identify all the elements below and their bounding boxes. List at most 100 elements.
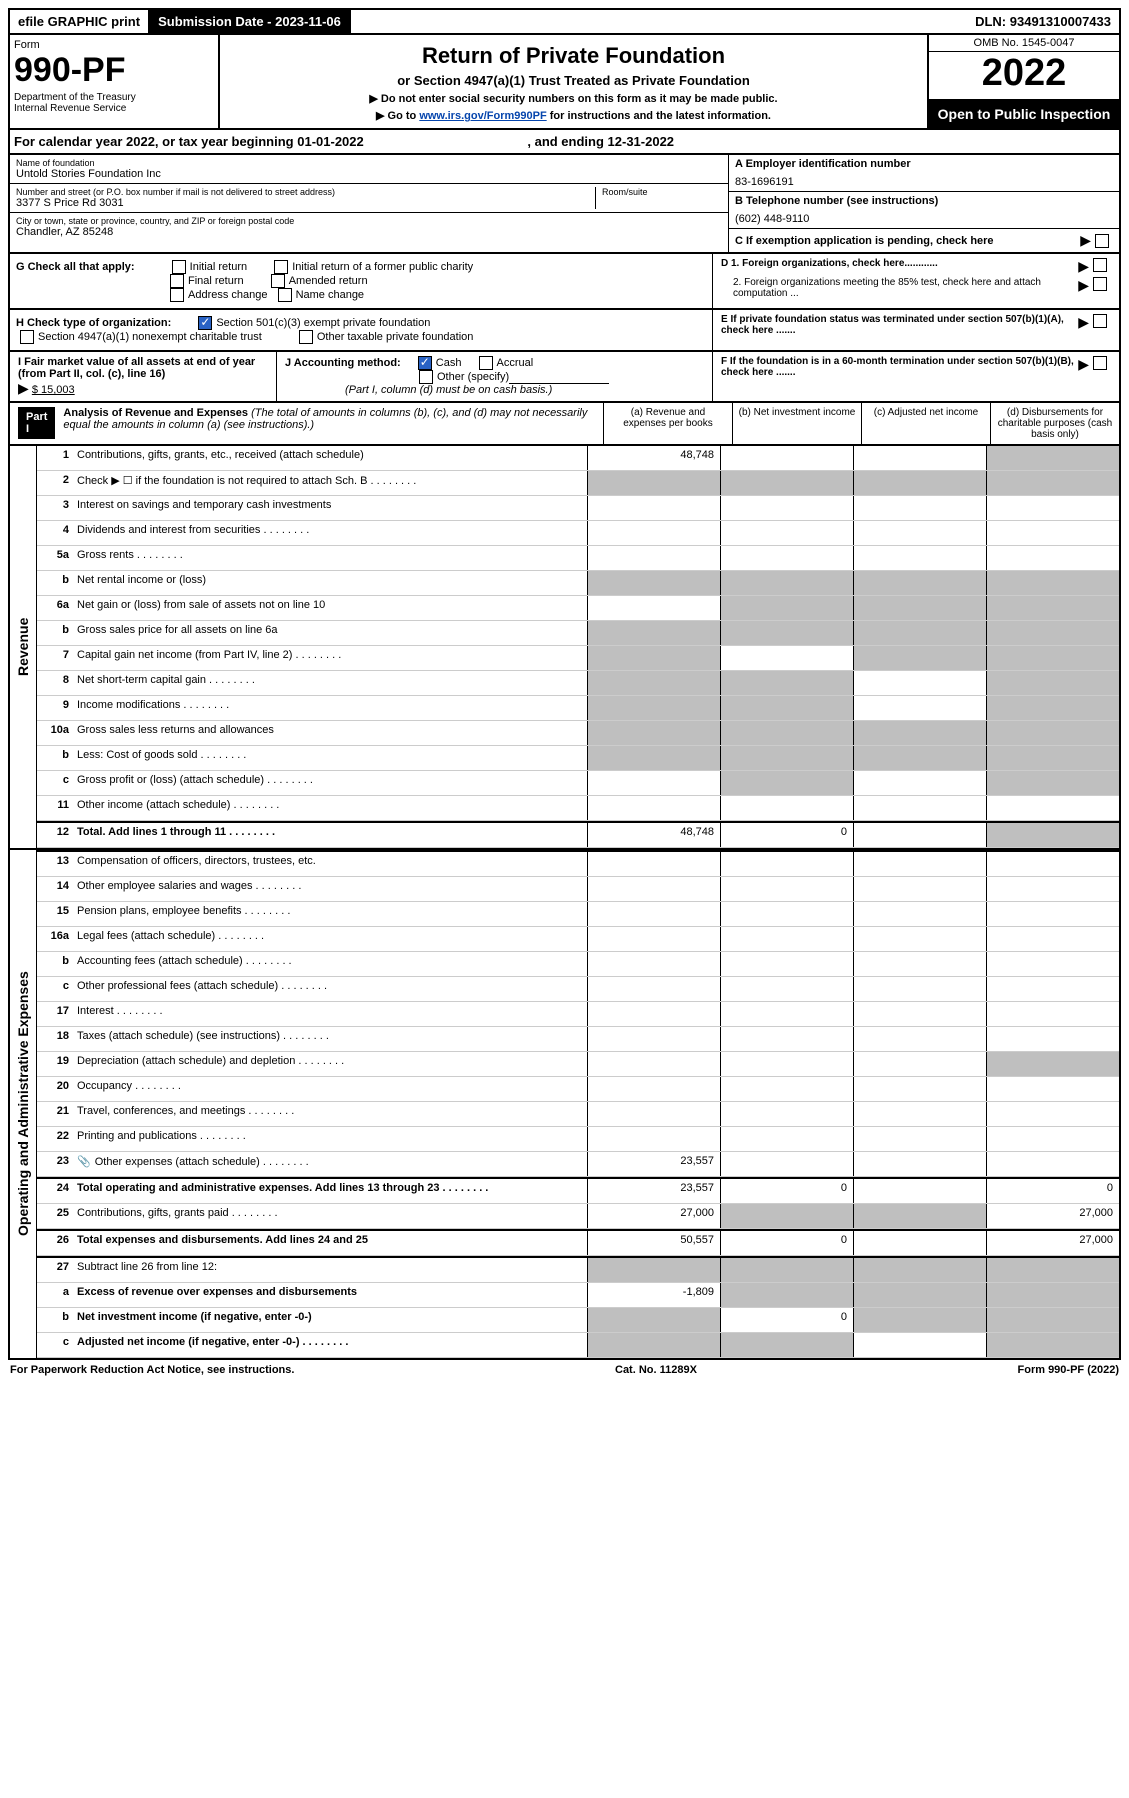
line-number: 21 [37,1102,75,1126]
value-cell [853,902,986,926]
value-cell [720,446,853,470]
table-row: aExcess of revenue over expenses and dis… [37,1283,1119,1308]
value-cell [853,1179,986,1203]
d2-checkbox[interactable] [1093,277,1107,291]
j-note: (Part I, column (d) must be on cash basi… [345,384,552,396]
line-number: 14 [37,877,75,901]
col-b: (b) Net investment income [732,403,861,444]
value-cell [986,1283,1119,1307]
value-cell [587,1077,720,1101]
value-cell [587,1127,720,1151]
box-g-d: G Check all that apply: Initial return I… [8,254,1121,310]
value-cell [587,521,720,545]
g-cb-name[interactable] [278,288,292,302]
g-cb-address[interactable] [170,288,184,302]
value-cell [720,646,853,670]
value-cell [853,546,986,570]
table-row: 24Total operating and administrative exp… [37,1177,1119,1204]
value-cell [587,721,720,745]
value-cell [587,496,720,520]
value-cell [853,1027,986,1051]
value-cell [986,571,1119,595]
value-cell [853,496,986,520]
e-label: E If private foundation status was termi… [721,314,1078,336]
table-row: 16aLegal fees (attach schedule) . . . . … [37,927,1119,952]
line-number: 4 [37,521,75,545]
value-cell [986,496,1119,520]
d1-checkbox[interactable] [1093,258,1107,272]
h-cb-501c3[interactable] [198,316,212,330]
value-cell [853,952,986,976]
table-row: 22Printing and publications . . . . . . … [37,1127,1119,1152]
value-cell [853,746,986,770]
value-cell: 0 [720,823,853,847]
line-description: Total expenses and disbursements. Add li… [75,1231,587,1255]
line-number: c [37,1333,75,1357]
table-row: bAccounting fees (attach schedule) . . .… [37,952,1119,977]
value-cell [720,1002,853,1026]
g-cb-final[interactable] [170,274,184,288]
line-description: Net rental income or (loss) [75,571,587,595]
value-cell [587,1027,720,1051]
expenses-section: Operating and Administrative Expenses 13… [8,850,1121,1360]
value-cell [853,1231,986,1255]
line-description: Legal fees (attach schedule) . . . . . .… [75,927,587,951]
part1-title: Analysis of Revenue and Expenses [63,407,248,419]
value-cell [986,771,1119,795]
irs-link[interactable]: www.irs.gov/Form990PF [419,110,546,122]
value-cell [853,671,986,695]
col-c: (c) Adjusted net income [861,403,990,444]
line-number: 20 [37,1077,75,1101]
form-title: Return of Private Foundation [240,43,907,69]
value-cell [720,902,853,926]
g-cb-initial[interactable] [172,260,186,274]
value-cell [986,927,1119,951]
line-description: Gross sales price for all assets on line… [75,621,587,645]
value-cell [853,721,986,745]
value-cell [587,646,720,670]
value-cell [853,1077,986,1101]
value-cell: -1,809 [587,1283,720,1307]
value-cell [720,546,853,570]
table-row: 6aNet gain or (loss) from sale of assets… [37,596,1119,621]
value-cell [587,1333,720,1357]
address: 3377 S Price Rd 3031 [16,197,595,209]
value-cell [986,852,1119,876]
e-checkbox[interactable] [1093,314,1107,328]
table-row: 18Taxes (attach schedule) (see instructi… [37,1027,1119,1052]
value-cell: 27,000 [587,1204,720,1228]
g-cb-amended[interactable] [271,274,285,288]
d1-label: D 1. Foreign organizations, check here..… [721,258,1078,275]
expenses-tab: Operating and Administrative Expenses [10,850,37,1358]
table-row: 14Other employee salaries and wages . . … [37,877,1119,902]
j-cb-accrual[interactable] [479,356,493,370]
table-row: cAdjusted net income (if negative, enter… [37,1333,1119,1358]
value-cell [587,927,720,951]
value-cell [720,671,853,695]
j-label: J Accounting method: [285,357,401,369]
value-cell [986,446,1119,470]
value-cell [853,446,986,470]
value-cell: 23,557 [587,1152,720,1176]
g-cb-former[interactable] [274,260,288,274]
j-cb-other[interactable] [419,370,433,384]
c-checkbox[interactable] [1095,234,1109,248]
table-row: 5aGross rents . . . . . . . . [37,546,1119,571]
table-row: 27Subtract line 26 from line 12: [37,1256,1119,1283]
table-row: 17Interest . . . . . . . . [37,1002,1119,1027]
j-cb-cash[interactable] [418,356,432,370]
line-description: Interest . . . . . . . . [75,1002,587,1026]
efile-label[interactable]: efile GRAPHIC print [10,10,150,33]
line-number: b [37,621,75,645]
value-cell [986,1127,1119,1151]
value-cell [853,1333,986,1357]
value-cell [587,1258,720,1282]
value-cell [853,596,986,620]
value-cell [986,1152,1119,1176]
attachment-icon[interactable]: 📎 [77,1156,91,1168]
f-checkbox[interactable] [1093,356,1107,370]
line-description: Contributions, gifts, grants, etc., rece… [75,446,587,470]
value-cell [587,1102,720,1126]
h-cb-other[interactable] [299,330,313,344]
h-cb-4947[interactable] [20,330,34,344]
